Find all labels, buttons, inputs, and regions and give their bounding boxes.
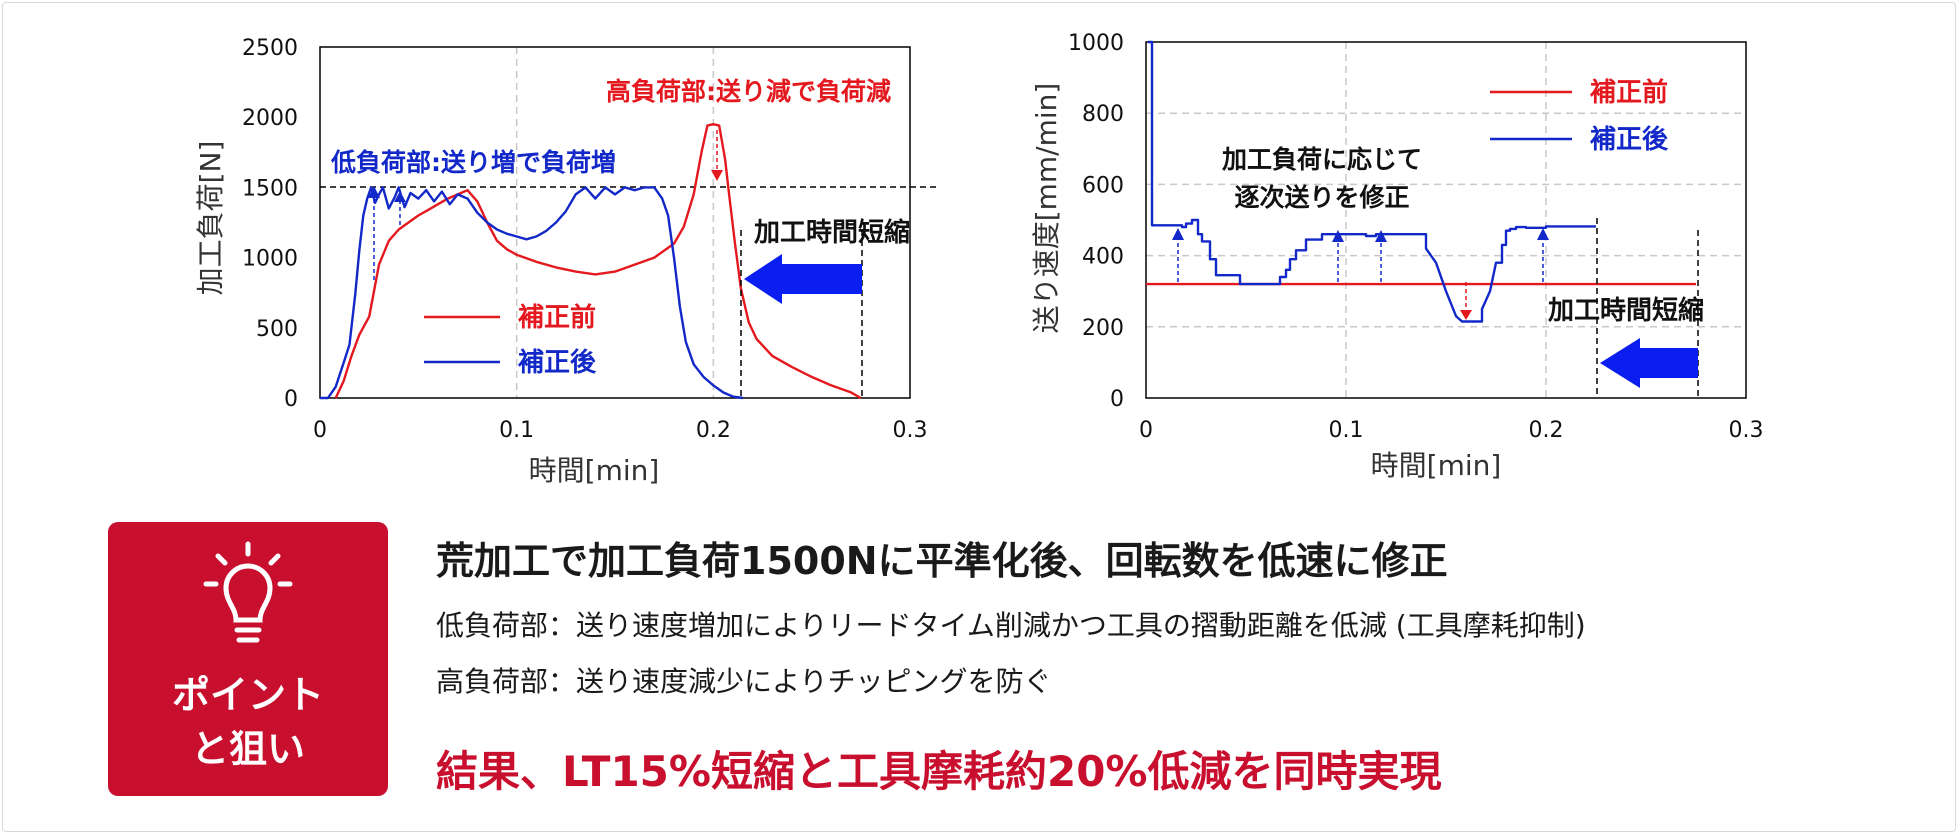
- c1-legend: 補正前 補正後: [424, 302, 597, 378]
- c1-tick-labels: 0 0.1 0.2 0.3 0 500 1000 1500 2000 2500: [242, 36, 928, 443]
- lightbulb-icon: [203, 541, 293, 643]
- c1-series-line-after: [320, 186, 743, 400]
- c1-x-tick-label: 0: [313, 418, 327, 443]
- c2-plot-area: [1145, 41, 1747, 399]
- c1-x-tick-label: 0.2: [696, 418, 731, 443]
- c2-tick-labels: 0 0.1 0.2 0.3 0 200 400 600 800 1000: [1068, 31, 1764, 443]
- c1-annotation-low-load: 低負荷部:送り増で負荷増: [330, 148, 616, 177]
- c1-arrow-low-load-up-2: [394, 191, 406, 225]
- c2-y-tick-label: 200: [1082, 316, 1124, 341]
- c2-x-tick-label: 0.2: [1529, 418, 1564, 443]
- c2-y-tick-label: 800: [1082, 102, 1124, 127]
- c1-x-tick-label: 0.1: [499, 418, 534, 443]
- c1-annotation-time-shortening: 加工時間短縮: [754, 217, 910, 248]
- c2-legend: 補正前 補正後: [1490, 77, 1669, 155]
- c1-arrow-high-load-down: [711, 130, 723, 181]
- c2-legend-before: 補正前: [1589, 77, 1668, 108]
- c1-x-axis-label: 時間[min]: [529, 454, 660, 487]
- c2-y-axis-label: 送り速度[mm/min]: [1030, 83, 1063, 334]
- c2-x-tick-label: 0: [1139, 418, 1153, 443]
- c2-gridlines: [1146, 42, 1746, 398]
- c2-arrow-up-3: [1375, 230, 1387, 282]
- c1-plot-area: [319, 46, 911, 399]
- c2-series-group: [1146, 40, 1696, 323]
- c1-y-tick-label: 2000: [242, 106, 298, 131]
- c1-y-tick-label: 1000: [242, 247, 298, 272]
- c1-series-group: [320, 122, 862, 400]
- c2-annotation-time-shortening: 加工時間短縮: [1548, 295, 1704, 326]
- c2-y-tick-label: 1000: [1068, 31, 1124, 56]
- c1-y-tick-label: 500: [256, 317, 298, 342]
- point-label-line1: ポイント: [171, 673, 324, 717]
- c2-arrow-up-1: [1172, 228, 1184, 282]
- c2-legend-after: 補正後: [1589, 124, 1669, 155]
- c1-series-line-before: [334, 122, 862, 400]
- c1-y-axis-label: 加工負荷[N]: [194, 141, 227, 296]
- c2-y-tick-label: 0: [1110, 387, 1124, 412]
- c2-x-tick-label: 0.1: [1329, 418, 1364, 443]
- c2-annotation-line2: 逐次送りを修正: [1234, 183, 1409, 212]
- c2-arrow-up-4: [1537, 228, 1549, 282]
- c1-x-tick-label: 0.3: [893, 418, 928, 443]
- high-load-description: 高負荷部：送り速度減少によりチッピングを防ぐ: [436, 665, 1052, 698]
- result-statement: 結果、LT15%短縮と工具摩耗約20%低減を同時実現: [436, 747, 1442, 796]
- c2-time-shortening-arrow: [1600, 338, 1698, 388]
- chart-load: 0 0.1 0.2 0.3 0 500 1000 1500 2000 2500 時間[min] 加…: [194, 36, 940, 487]
- c1-time-shortening-arrow: [744, 254, 862, 304]
- low-load-description: 低負荷部：送り速度増加によりリードタイム削減かつ工具の摺動距離を低減 (工具摩耗…: [436, 609, 1586, 642]
- chart-feed: 0 0.1 0.2 0.3 0 200 400 600 800 1000 時間[min] 送り速度…: [1030, 31, 1764, 482]
- c1-gridlines: [515, 47, 715, 398]
- c1-annotation-high-load: 高負荷部:送り減で負荷減: [606, 77, 891, 106]
- c1-arrow-low-load-up-1: [368, 186, 380, 280]
- c2-y-tick-label: 400: [1082, 245, 1124, 270]
- c1-y-tick-label: 1500: [242, 176, 298, 201]
- c1-legend-after: 補正後: [517, 347, 597, 378]
- c2-x-axis-label: 時間[min]: [1371, 449, 1502, 482]
- point-box: ポイント と狙い: [108, 522, 388, 796]
- c2-arrow-up-2: [1332, 230, 1344, 282]
- point-label-line2: と狙い: [190, 727, 305, 771]
- c2-y-tick-label: 600: [1082, 173, 1124, 198]
- c2-series-line-after: [1148, 40, 1596, 323]
- headline: 荒加工で加工負荷1500Nに平準化後、回転数を低速に修正: [436, 539, 1448, 583]
- c2-x-tick-label: 0.3: [1729, 418, 1764, 443]
- c1-legend-before: 補正前: [517, 302, 596, 333]
- c1-y-tick-label: 0: [284, 387, 298, 412]
- c2-annotation-line1: 加工負荷に応じて: [1221, 145, 1422, 174]
- c2-arrow-down: [1460, 282, 1472, 320]
- c1-y-tick-label: 2500: [242, 36, 298, 61]
